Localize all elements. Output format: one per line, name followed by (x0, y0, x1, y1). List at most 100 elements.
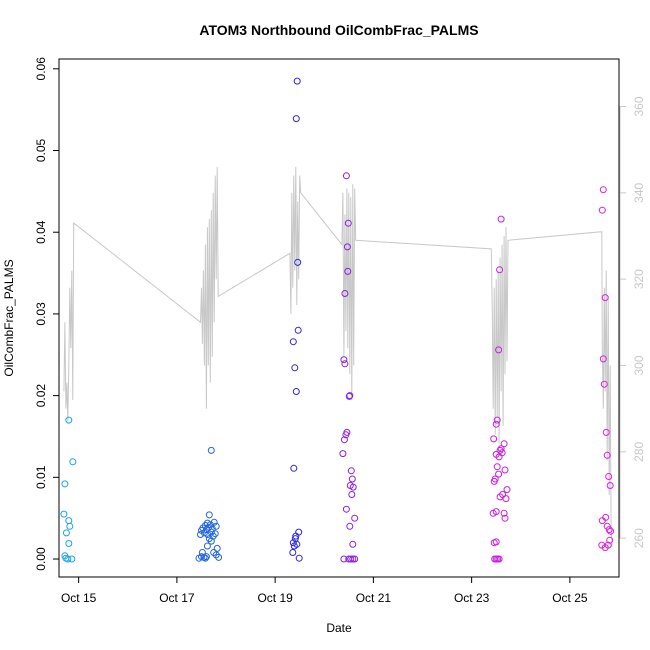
data-point (210, 518, 218, 526)
x-tick-label: Oct 19 (257, 591, 293, 605)
data-point (65, 540, 73, 547)
data-point (493, 416, 501, 424)
data-point (497, 445, 505, 453)
y-axis: 0.00 0.01 0.02 0.03 0.04 0.05 0.06 (34, 57, 59, 571)
right-tick-label: 360 (632, 96, 646, 116)
data-point (500, 509, 508, 517)
data-point (495, 346, 503, 354)
data-point (495, 453, 503, 461)
data-point (349, 483, 357, 491)
data-point (340, 555, 348, 563)
x-tick-label: Oct 17 (159, 591, 195, 605)
data-point (502, 495, 510, 503)
data-point (603, 451, 611, 459)
data-point (340, 436, 348, 444)
data-point (292, 115, 300, 123)
data-point (293, 77, 301, 85)
x-tick-label: Oct 15 (61, 591, 97, 605)
data-point (293, 540, 301, 548)
data-point (207, 528, 215, 536)
data-point (61, 480, 69, 488)
data-point (211, 530, 219, 538)
right-tick-label: 260 (632, 528, 646, 548)
data-point (69, 458, 77, 466)
data-point (345, 392, 353, 400)
data-point (213, 544, 221, 552)
y-tick-label: 0.05 (34, 139, 48, 163)
data-point (65, 416, 73, 424)
x-axis-label: Date (326, 621, 352, 635)
data-point (205, 511, 213, 519)
data-point (212, 522, 220, 530)
data-point (215, 553, 223, 561)
data-point (501, 514, 509, 522)
data-point (290, 464, 298, 472)
data-point (294, 326, 302, 334)
data-point (503, 486, 511, 494)
data-point (490, 435, 498, 443)
data-point (348, 491, 356, 498)
right-tick-label: 340 (632, 182, 646, 202)
data-point (60, 510, 68, 518)
data-point (65, 517, 73, 525)
data-point (495, 555, 503, 563)
data-point (599, 355, 607, 363)
data-point (347, 467, 355, 475)
data-point (344, 219, 352, 227)
plot-frame (58, 58, 620, 578)
data-point (342, 172, 350, 180)
data-point (495, 470, 503, 478)
data-point (66, 522, 74, 530)
data-point (198, 549, 206, 556)
data-point (492, 420, 500, 428)
data-point (292, 388, 300, 395)
right-y-axis: 260 280 300 320 340 360 (619, 96, 646, 548)
y-tick-label: 0.06 (34, 57, 48, 81)
chart-title: ATOM3 Northbound OilCombFrac_PALMS (199, 22, 478, 38)
data-point (62, 529, 70, 537)
data-point (294, 258, 302, 266)
data-point (291, 364, 299, 372)
data-point (341, 360, 349, 368)
data-point (207, 446, 215, 454)
data-point (497, 215, 505, 223)
y-tick-label: 0.01 (34, 465, 48, 489)
data-point (606, 536, 614, 544)
data-point (295, 554, 303, 562)
x-tick-label: Oct 21 (356, 591, 392, 605)
x-tick-label: Oct 23 (454, 591, 490, 605)
data-point (64, 555, 72, 563)
right-tick-label: 300 (632, 355, 646, 375)
data-point (601, 294, 609, 302)
data-point (289, 549, 297, 556)
data-point (342, 431, 350, 439)
data-point (295, 528, 303, 536)
data-point (500, 440, 508, 448)
data-point (340, 356, 348, 364)
data-point (492, 538, 500, 546)
data-point (344, 267, 352, 275)
data-point (207, 537, 215, 545)
data-point (203, 542, 211, 550)
data-point (493, 463, 501, 471)
data-point (343, 243, 351, 251)
data-point (606, 482, 614, 489)
data-point (605, 473, 613, 480)
data-point (346, 522, 354, 530)
data-point (351, 514, 359, 522)
y-tick-label: 0.02 (34, 384, 48, 408)
data-point (349, 555, 357, 563)
right-tick-label: 320 (632, 269, 646, 289)
data-point (599, 186, 607, 194)
data-point (347, 555, 355, 563)
data-point (289, 539, 297, 547)
data-point (341, 290, 349, 297)
data-point (339, 450, 347, 458)
data-point (202, 553, 210, 561)
x-tick-label: Oct 25 (552, 591, 588, 605)
data-point (349, 540, 357, 548)
data-point (201, 554, 209, 562)
y-tick-label: 0.00 (34, 547, 48, 571)
x-axis: Oct 15 Oct 17 Oct 19 Oct 21 Oct 23 Oct 25 (61, 577, 588, 605)
